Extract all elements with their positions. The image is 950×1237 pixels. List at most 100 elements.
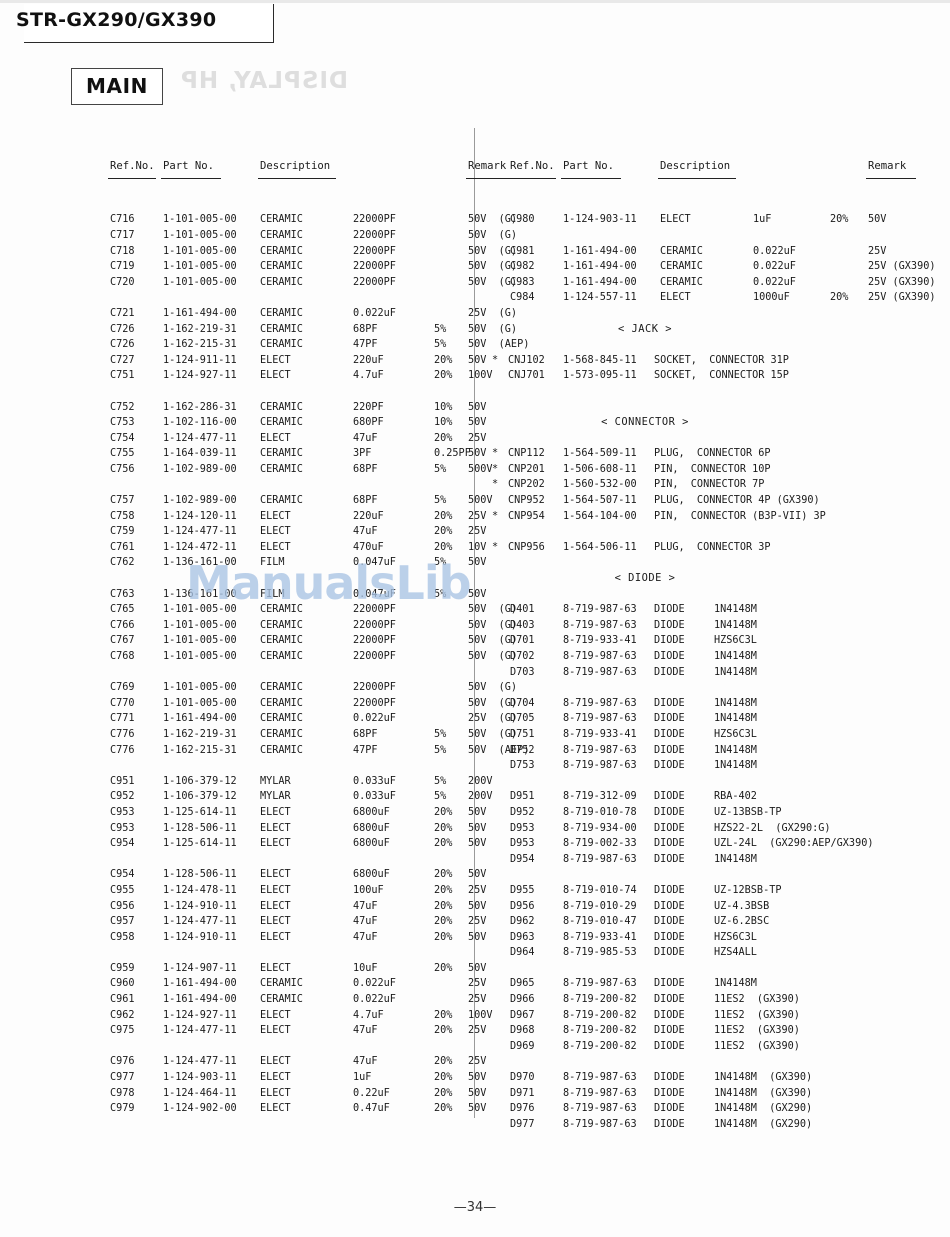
cell-part-no: 1-101-005-00 [163,697,237,709]
cell-ref-no: C953 [110,806,135,818]
cell-part-no: 1-101-005-00 [163,276,237,288]
cell-ref-no: C982 [510,261,535,273]
row-spacer [500,774,920,790]
table-row: C716 1-101-005-00 CERAMIC 22000PF 50V (G) [100,212,517,228]
cell-tolerance: 20% [434,806,453,818]
cell-part-no: 1-124-472-11 [163,541,237,553]
table-row: D970 8-719-987-63 DIODE 1N4148M (GX390) [500,1070,920,1086]
cell-part-no: 1-568-845-11 [563,354,637,366]
cell-tolerance: 5% [434,588,447,600]
cell-ref-no: C720 [110,276,135,288]
cell-description: DIODE [654,1087,685,1099]
header-rule-remark [866,178,916,180]
cell-part-no: 1-161-494-00 [563,261,637,273]
row-asterisk-marker: * [492,448,499,460]
table-row: C770 1-101-005-00 CERAMIC 22000PF 50V (G) [100,696,517,712]
cell-part-no: 8-719-200-82 [563,1025,637,1037]
cell-ref-no: D751 [510,728,535,740]
cell-remark: 500V [468,463,493,475]
table-row: D977 8-719-987-63 DIODE 1N4148M (GX290) [500,1117,920,1133]
table-row: C761 1-124-472-11 ELECT 470uF 20% 10V [100,540,486,556]
cell-description: DIODE [654,806,685,818]
cell-value: 10uF [353,962,378,974]
row-spacer [500,961,920,977]
cell-part-no: 1-161-494-00 [563,245,637,257]
cell-description: ELECT [660,292,691,304]
cell-tolerance: 5% [434,775,447,787]
cell-description: DIODE [654,1025,685,1037]
cell-ref-no: C758 [110,510,135,522]
cell-description: DIODE [654,900,685,912]
table-row: C956 1-124-910-11 ELECT 47uF 20% 50V [100,899,486,915]
cell-description: DIODE [654,1040,685,1052]
cell-tolerance: 20% [434,370,453,382]
table-row: C958 1-124-910-11 ELECT 47uF 20% 50V [100,930,486,946]
cell-remark: 50V (G) [468,229,518,241]
cell-description: CERAMIC [260,619,303,631]
table-row: D956 8-719-010-29 DIODE UZ-4.3BSB [500,899,920,915]
cell-ref-no: C771 [110,713,135,725]
cell-remark: 200V [468,775,493,787]
cell-tolerance: 20% [830,292,849,304]
cell-ref-no: C769 [110,682,135,694]
cell-ref-no: D969 [510,1040,535,1052]
cell-remark: 50V [468,822,487,834]
cell-tolerance: 20% [434,869,453,881]
left-table-body: C716 1-101-005-00 CERAMIC 22000PF 50V (G) C71… [100,212,529,1116]
cell-value: 4.7uF [353,1009,384,1021]
cell-value: 22000PF [353,682,396,694]
cell-remark: 1N4148M [714,697,757,709]
cell-tolerance: 5% [434,339,447,351]
cell-part-no: 1-101-005-00 [163,245,237,257]
cell-description: PIN, CONNECTOR 10P [654,463,771,475]
cell-remark: 25V [468,884,487,896]
table-row: C955 1-124-478-11 ELECT 100uF 20% 25V [100,883,486,899]
cell-part-no: 1-101-005-00 [163,682,237,694]
cell-tolerance: 0.25PF [434,448,471,460]
cell-ref-no: C761 [110,541,135,553]
cell-value: 47uF [353,916,378,928]
cell-value: 68PF [353,323,378,335]
cell-ref-no: CNP202 [508,479,545,491]
cell-part-no: 1-564-506-11 [563,541,637,553]
row-spacer [500,228,920,244]
cell-description: DIODE [654,635,685,647]
table-row: CNP952 1-564-507-11 PLUG, CONNECTOR 4P (GX… [500,493,920,509]
cell-remark: 11ES2 (GX390) [714,1025,800,1037]
table-row: D705 8-719-987-63 DIODE 1N4148M [500,711,920,727]
cell-ref-no: C716 [110,214,135,226]
cell-tolerance: 20% [434,900,453,912]
table-row: D952 8-719-010-78 DIODE UZ-13BSB-TP [500,805,920,821]
cell-ref-no: D965 [510,978,535,990]
cell-description: ELECT [260,931,291,943]
cell-remark: 25V [468,432,487,444]
cell-tolerance: 10% [434,401,453,413]
cell-part-no: 8-719-987-63 [563,1103,637,1115]
cell-part-no: 1-125-614-11 [163,838,237,850]
cell-description: CERAMIC [260,276,303,288]
row-spacer [100,945,480,961]
cell-description: CERAMIC [260,214,303,226]
cell-value: 0.022uF [353,994,396,1006]
cell-description: DIODE [654,884,685,896]
cell-ref-no: C718 [110,245,135,257]
cell-description: ELECT [260,1103,291,1115]
cell-value: 0.033uF [353,775,396,787]
cell-tolerance: 20% [434,1025,453,1037]
table-row: C981 1-161-494-00 CERAMIC 0.022uF 25V [500,244,920,260]
cell-description: DIODE [654,728,685,740]
cell-ref-no: C762 [110,557,135,569]
cell-tolerance: 20% [434,526,453,538]
table-row: D971 8-719-987-63 DIODE 1N4148M (GX390) [500,1086,920,1102]
row-asterisk-marker: * [492,354,499,366]
cell-ref-no: C955 [110,884,135,896]
row-spacer [500,431,920,447]
cell-ref-no: C721 [110,307,135,319]
cell-remark: 50V [468,1087,487,1099]
row-asterisk-marker: * [492,479,499,491]
cell-ref-no: D752 [510,744,535,756]
cell-part-no: 1-161-494-00 [163,978,237,990]
header-rule-ref [508,178,556,180]
table-row: C755 1-164-039-11 CERAMIC 3PF 0.25PF 50V [100,446,486,462]
table-row: * CNJ102 1-568-845-11 SOCKET, CONNECTOR 31P [492,353,920,369]
